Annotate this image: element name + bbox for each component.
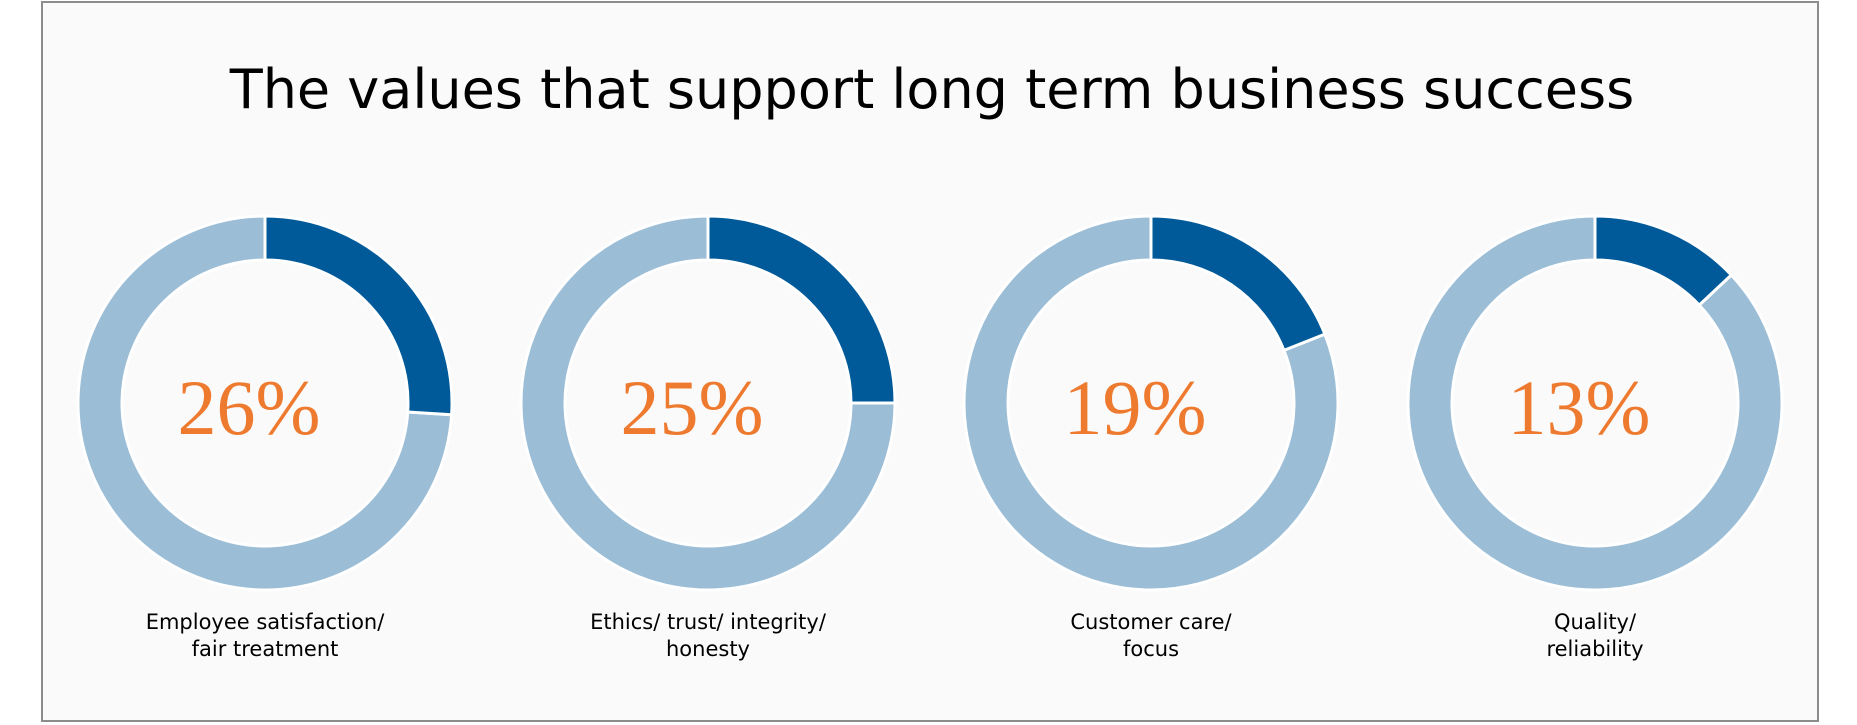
category-label-line: honesty: [666, 637, 750, 661]
donut-chart-employee-satisfaction: 26%: [75, 213, 455, 593]
category-label: Customer care/ focus: [961, 609, 1341, 663]
percent-value: 19%: [1063, 364, 1207, 451]
donut-slice-remainder: [519, 214, 897, 592]
category-label: Quality/ reliability: [1405, 609, 1785, 663]
category-label-line: focus: [1122, 637, 1180, 661]
donut-slice-value: [1593, 214, 1734, 308]
category-label-line: Customer care/: [1070, 610, 1232, 634]
donut-svg: [519, 214, 897, 592]
chart-title: The values that support long term busine…: [229, 58, 1635, 121]
percent-value: 26%: [177, 364, 321, 451]
category-label-line: Ethics/ trust/ integrity/: [590, 610, 826, 634]
chart-frame: The values that support long term busine…: [41, 1, 1819, 722]
category-label-line: reliability: [1546, 637, 1644, 661]
category-label-line: Quality/: [1553, 610, 1637, 634]
category-label: Ethics/ trust/ integrity/ honesty: [518, 609, 898, 663]
donut-svg: [76, 214, 454, 592]
category-label-line: Employee satisfaction/: [145, 610, 385, 634]
donut-slice-remainder: [962, 214, 1340, 592]
category-label-line: fair treatment: [191, 637, 339, 661]
category-label: Employee satisfaction/ fair treatment: [75, 609, 455, 663]
donut-chart-quality: 13%: [1405, 213, 1785, 593]
donut-slice-value: [1149, 214, 1327, 353]
donut-slice-value: [706, 214, 897, 405]
percent-value: 13%: [1507, 364, 1651, 451]
donut-svg: [962, 214, 1340, 592]
donut-svg: [1406, 214, 1784, 592]
donut-slice-remainder: [1406, 214, 1784, 592]
donut-slice-remainder: [76, 214, 454, 592]
donut-slice-value: [263, 214, 454, 417]
donut-chart-customer-care: 19%: [961, 213, 1341, 593]
donut-chart-ethics: 25%: [518, 213, 898, 593]
percent-value: 25%: [620, 364, 764, 451]
